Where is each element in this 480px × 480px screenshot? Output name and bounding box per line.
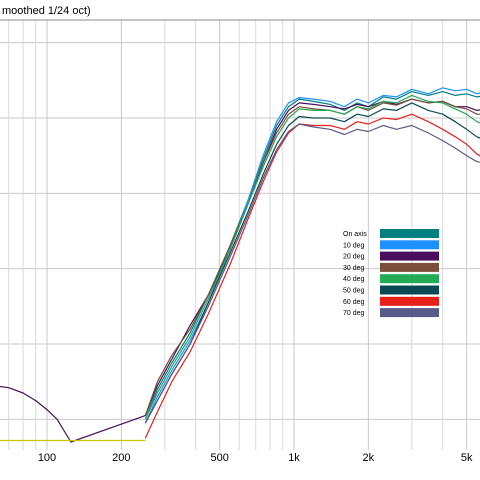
x-tick-label-500: 500 [210,452,228,464]
legend-swatch-30-deg [380,262,439,272]
legend-label-on-axis: On axis [343,231,367,238]
legend-swatch-on-axis [380,229,439,238]
series-layer [0,87,480,443]
x-tick-label-5k: 5k [461,452,473,464]
legend-label-70-deg: 70 deg [343,310,365,317]
x-tick-label-2k: 2k [363,452,375,464]
legend-label-60-deg: 60 deg [343,299,365,306]
series-line-50-deg [144,102,480,424]
legend-swatch-70-deg [380,308,439,318]
legend-label-50-deg: 50 deg [343,288,365,295]
legend-swatch-20-deg [380,251,439,261]
legend-swatch-50-deg [380,285,439,295]
legend-swatch-60-deg [380,296,439,306]
legend-label-30-deg: 30 deg [343,265,365,272]
series-line-60-deg [144,113,480,439]
x-tick-label-1k: 1k [288,452,300,464]
x-tick-label-100: 100 [38,452,56,464]
chart-title: moothed 1/24 oct) [2,5,91,17]
x-tick-labels: 100 200 500 1k 2k 5k [38,452,473,464]
legend-label-10-deg: 10 deg [343,242,365,249]
legend: On axis 10 deg 20 deg 30 deg 40 deg 50 deg 60 … [343,229,439,318]
legend-swatch-10-deg [380,240,439,250]
series-line-70-deg [144,123,480,424]
series-line-40-deg [144,94,480,420]
legend-label-20-deg: 20 deg [343,254,365,261]
x-tick-label-200: 200 [112,452,130,464]
legend-label-40-deg: 40 deg [343,276,365,283]
legend-swatch-40-deg [380,274,439,284]
